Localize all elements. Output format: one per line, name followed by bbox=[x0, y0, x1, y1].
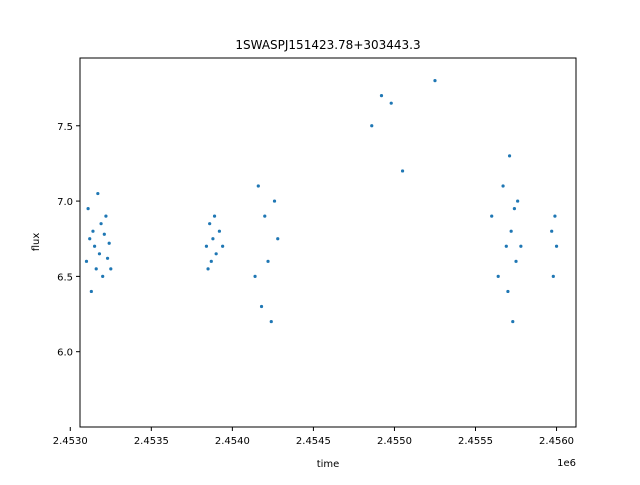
data-point bbox=[109, 267, 113, 271]
data-point bbox=[276, 237, 280, 241]
data-point bbox=[208, 222, 212, 226]
x-tick-label: 2.4530 bbox=[53, 436, 88, 447]
data-point bbox=[507, 154, 512, 158]
data-point bbox=[217, 229, 221, 233]
x-tick-label: 2.4535 bbox=[134, 436, 169, 447]
data-point bbox=[551, 274, 555, 278]
data-point bbox=[514, 259, 518, 263]
data-point bbox=[269, 319, 273, 324]
data-point bbox=[101, 274, 105, 278]
data-point bbox=[107, 241, 111, 245]
data-point bbox=[209, 259, 213, 263]
x-tick-label: 2.4560 bbox=[539, 436, 574, 447]
data-point bbox=[91, 229, 95, 233]
data-point bbox=[553, 214, 557, 218]
data-point bbox=[509, 229, 513, 233]
data-point bbox=[253, 274, 257, 278]
data-point bbox=[554, 244, 559, 248]
data-point bbox=[400, 169, 405, 173]
data-point bbox=[519, 244, 523, 248]
data-point bbox=[104, 214, 108, 218]
x-tick-label: 2.4545 bbox=[296, 436, 331, 447]
y-tick-label: 6.5 bbox=[57, 272, 73, 283]
x-tick-label: 2.4540 bbox=[215, 436, 250, 447]
data-point bbox=[214, 252, 218, 256]
scatter-points bbox=[84, 78, 559, 324]
data-point bbox=[88, 237, 92, 241]
data-point bbox=[490, 214, 494, 218]
data-point bbox=[433, 78, 437, 83]
data-point bbox=[379, 94, 384, 98]
data-point bbox=[259, 304, 264, 309]
data-point bbox=[516, 199, 520, 203]
data-point bbox=[102, 232, 106, 236]
data-point bbox=[256, 184, 260, 188]
x-tick-label: 2.4550 bbox=[377, 436, 412, 447]
data-point bbox=[504, 244, 508, 248]
data-point bbox=[211, 237, 215, 241]
data-point bbox=[86, 207, 90, 211]
data-point bbox=[89, 289, 93, 294]
data-point bbox=[550, 229, 554, 233]
data-point bbox=[506, 289, 510, 294]
x-axis-label: time bbox=[317, 459, 340, 470]
data-point bbox=[99, 222, 103, 226]
data-point bbox=[263, 214, 267, 218]
y-tick-label: 7.5 bbox=[57, 122, 73, 133]
data-point bbox=[501, 184, 505, 188]
data-point bbox=[272, 199, 277, 203]
data-point bbox=[97, 252, 102, 256]
x-axis: 2.4530 2.4535 2.4540 2.4545 2.4550 2.4555 2.45… bbox=[53, 427, 574, 447]
data-point bbox=[105, 256, 110, 260]
chart-title: 1SWASPJ151423.78+303443.3 bbox=[235, 38, 420, 52]
y-axis: 6.0 6.5 7.0 7.5 bbox=[57, 122, 80, 359]
data-point bbox=[221, 244, 225, 248]
data-point bbox=[370, 124, 374, 128]
data-point bbox=[84, 259, 89, 263]
plot-area-frame bbox=[79, 57, 577, 428]
data-point bbox=[96, 191, 100, 196]
x-offset-label: 1e6 bbox=[557, 458, 576, 469]
x-tick-label: 2.4555 bbox=[458, 436, 493, 447]
data-point bbox=[511, 319, 515, 324]
y-tick-label: 6.0 bbox=[57, 348, 73, 359]
data-point bbox=[266, 259, 270, 263]
y-axis-label: flux bbox=[31, 233, 42, 252]
data-point bbox=[512, 207, 517, 211]
data-point bbox=[212, 214, 217, 218]
data-point bbox=[206, 267, 210, 271]
data-point bbox=[204, 244, 209, 248]
data-point bbox=[496, 274, 500, 278]
data-point bbox=[94, 267, 98, 271]
y-tick-label: 7.0 bbox=[57, 197, 73, 208]
data-point bbox=[389, 101, 393, 105]
data-point bbox=[92, 244, 97, 248]
